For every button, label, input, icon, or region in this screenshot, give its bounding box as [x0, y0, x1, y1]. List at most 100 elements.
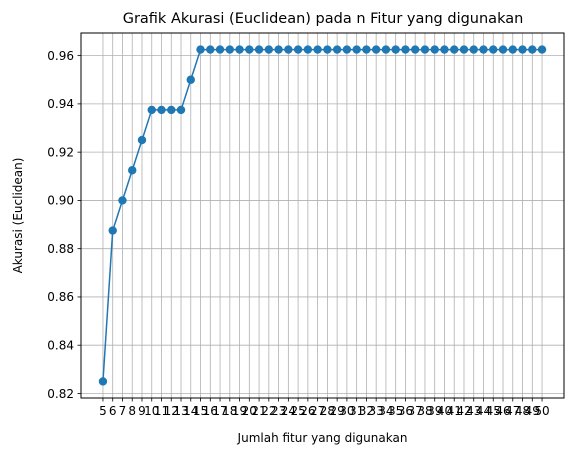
data-point: [381, 45, 391, 54]
y-tick-label: 0.90: [47, 194, 74, 208]
x-tick-label: 48: [515, 404, 530, 418]
data-point: [108, 226, 117, 235]
data-point: [98, 377, 108, 386]
data-point: [450, 45, 459, 54]
data-point: [498, 45, 508, 54]
chart-title: Grafik Akurasi (Euclidean) pada n Fitur …: [123, 11, 524, 27]
data-point: [264, 45, 274, 54]
x-tick-label: 12: [164, 404, 179, 418]
x-tick-label: 38: [417, 404, 432, 418]
x-tick-label: 42: [456, 404, 471, 418]
y-tick-label: 0.84: [47, 339, 74, 353]
y-tick-label: 0.86: [47, 290, 74, 304]
x-tick-label: 5: [99, 404, 107, 418]
data-point: [518, 45, 527, 54]
x-tick-label: 46: [495, 404, 510, 418]
data-point: [254, 45, 264, 54]
data-point: [157, 105, 166, 115]
data-point: [352, 45, 361, 54]
data-point: [196, 45, 205, 54]
x-tick-label: 20: [242, 404, 257, 418]
x-tick-label: 18: [222, 404, 237, 418]
x-tick-label: 35: [388, 404, 403, 418]
x-tick-label: 11: [154, 404, 169, 418]
y-tick-label: 0.92: [47, 145, 74, 159]
data-point: [479, 45, 488, 54]
x-ticks: 5 6 7 8 910111213141516171819202122232425262…: [99, 398, 550, 418]
x-tick-label: 13: [173, 404, 188, 418]
x-tick-label: 25: [290, 404, 305, 418]
data-point: [391, 45, 400, 54]
series-line-group: [102, 48, 543, 382]
x-tick-label: 26: [300, 404, 315, 418]
data-point: [235, 45, 244, 54]
data-point: [401, 45, 410, 54]
x-tick-label: 19: [232, 404, 247, 418]
data-point: [274, 45, 283, 54]
x-tick-label: 31: [349, 404, 364, 418]
x-tick-label: 32: [359, 404, 374, 418]
x-tick-label: 44: [476, 404, 491, 418]
plot-frame: [80, 32, 565, 399]
x-tick-label: 47: [505, 404, 520, 418]
data-point: [137, 135, 147, 145]
data-point: [371, 45, 381, 54]
data-point: [147, 105, 156, 115]
y-tick-label: 0.82: [47, 387, 74, 401]
data-point: [245, 45, 254, 54]
x-tick-label: 29: [329, 404, 344, 418]
x-tick-label: 21: [251, 404, 266, 418]
x-tick-label: 15: [193, 404, 208, 418]
x-tick-label: 17: [212, 404, 227, 418]
x-tick-label: 45: [486, 404, 501, 418]
x-tick-label: 14: [183, 404, 198, 418]
x-tick-label: 50: [534, 404, 549, 418]
x-tick-label: 37: [408, 404, 423, 418]
grid: [81, 33, 564, 398]
x-tick-label: 33: [369, 404, 384, 418]
x-tick-label: 30: [339, 404, 354, 418]
data-point: [323, 45, 332, 54]
data-point: [420, 45, 430, 54]
y-tick-label: 0.96: [47, 49, 74, 63]
data-point: [303, 45, 313, 54]
data-point: [206, 45, 215, 54]
x-tick-label: 22: [261, 404, 276, 418]
data-point: [469, 45, 478, 54]
x-tick-label: 16: [203, 404, 218, 418]
x-tick-label: 8: [128, 404, 136, 418]
data-point: [410, 45, 420, 54]
data-point: [489, 45, 498, 54]
x-tick-label: 7: [119, 404, 127, 418]
x-tick-label: 43: [466, 404, 481, 418]
data-points: [98, 45, 547, 386]
data-point: [332, 45, 342, 54]
x-tick-label: 39: [427, 404, 442, 418]
y-ticks: 0.82 0.84 0.86 0.88 0.90 0.92 0.94 0.96: [47, 49, 81, 401]
data-point: [284, 45, 293, 54]
x-tick-label: 28: [320, 404, 335, 418]
data-point: [167, 105, 176, 115]
y-axis-label: Akurasi (Euclidean): [11, 158, 25, 274]
data-point: [128, 166, 137, 175]
data-point: [215, 45, 225, 54]
data-point: [176, 105, 186, 115]
data-point: [362, 45, 371, 54]
data-point: [118, 196, 127, 205]
data-point: [430, 45, 439, 54]
x-tick-label: 40: [437, 404, 452, 418]
x-tick-label: 36: [398, 404, 413, 418]
y-tick-label: 0.88: [47, 242, 74, 256]
data-point: [225, 45, 235, 54]
x-tick-label: 6: [109, 404, 117, 418]
data-point: [537, 45, 547, 54]
x-tick-label: 49: [525, 404, 540, 418]
data-point: [440, 45, 449, 54]
x-tick-label: 9: [138, 404, 146, 418]
data-point: [459, 45, 469, 54]
data-point: [342, 45, 352, 54]
x-tick-label: 10: [144, 404, 159, 418]
data-point: [528, 45, 537, 54]
x-tick-label: 27: [310, 404, 325, 418]
data-point: [186, 75, 195, 84]
